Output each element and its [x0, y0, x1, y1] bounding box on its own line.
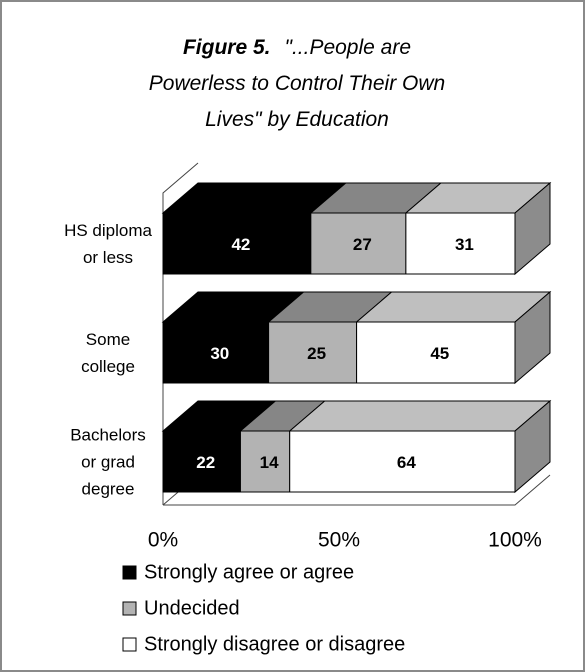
- bar-end: [514, 290, 551, 385]
- value-label: 31: [455, 235, 474, 254]
- x-tick-label: 100%: [488, 529, 542, 552]
- category-label: Some college: [81, 329, 135, 376]
- value-label: 30: [210, 344, 229, 363]
- chart-title: "...People are Powerless to Control Thei…: [148, 36, 446, 131]
- x-tick-label: 50%: [318, 529, 360, 552]
- category-label: HS diploma or less: [64, 220, 152, 267]
- bar-segment-top: [288, 400, 552, 432]
- x-tick-label: 0%: [148, 529, 178, 552]
- value-label: 22: [196, 453, 215, 472]
- value-label: 64: [397, 453, 416, 472]
- legend-swatch: [122, 637, 137, 652]
- floor-outline: [163, 474, 551, 506]
- legend-label: Strongly agree or agree: [144, 561, 354, 583]
- bar-segment: [162, 430, 241, 493]
- category-label: Bachelors or grad degree: [70, 425, 146, 498]
- legend-label: Undecided: [144, 597, 240, 619]
- value-label: 14: [260, 453, 279, 472]
- bar-segment: [310, 212, 407, 275]
- value-label: 27: [353, 235, 372, 254]
- figure-label: Figure 5.: [182, 36, 271, 59]
- bar-segment: [405, 212, 516, 275]
- bar-end: [514, 399, 551, 494]
- bar-segment: [268, 321, 358, 384]
- wall-outline: [162, 162, 199, 505]
- bar-end: [514, 181, 551, 276]
- chart-title-block: Figure 5. "...People are Powerless to Con…: [137, 30, 457, 138]
- legend-label: Strongly disagree or disagree: [144, 633, 405, 655]
- legend-swatch: [122, 601, 137, 616]
- bar-segment: [289, 430, 516, 493]
- value-label: 25: [307, 344, 326, 363]
- value-label: 45: [430, 344, 449, 363]
- bar-segment: [356, 321, 516, 384]
- legend-swatch: [122, 565, 137, 580]
- value-label: 42: [231, 235, 250, 254]
